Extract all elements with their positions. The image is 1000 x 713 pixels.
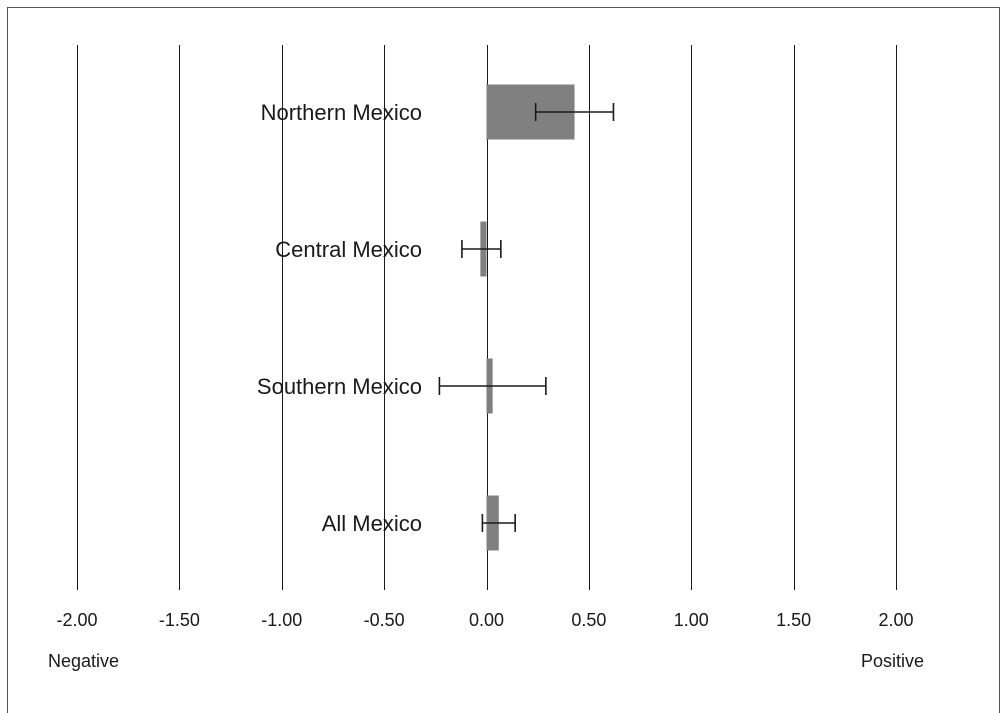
negative-label: Negative	[48, 651, 119, 671]
bars	[480, 84, 575, 551]
category-label: Northern Mexico	[261, 100, 422, 125]
x-tick-label: -0.50	[364, 610, 405, 630]
x-tick-label: 0.00	[469, 610, 504, 630]
positive-label: Positive	[861, 651, 924, 671]
x-tick-label: 1.00	[674, 610, 709, 630]
x-tick-label: 2.00	[878, 610, 913, 630]
error-bars	[438, 103, 615, 532]
x-tick-label: -1.50	[159, 610, 200, 630]
x-tick-label: -2.00	[56, 610, 97, 630]
category-labels: Northern Mexico Central Mexico Southern Me…	[257, 100, 422, 536]
x-tick-label: 1.50	[776, 610, 811, 630]
x-tick-label: 0.50	[571, 610, 606, 630]
category-label: Central Mexico	[275, 237, 422, 262]
x-tick-label: -1.00	[261, 610, 302, 630]
category-label: All Mexico	[322, 511, 422, 536]
tick-labels: -2.00 -1.50 -1.00 -0.50 0.00 0.50 1.00 1.50 2.00	[56, 610, 913, 630]
category-label: Southern Mexico	[257, 374, 422, 399]
